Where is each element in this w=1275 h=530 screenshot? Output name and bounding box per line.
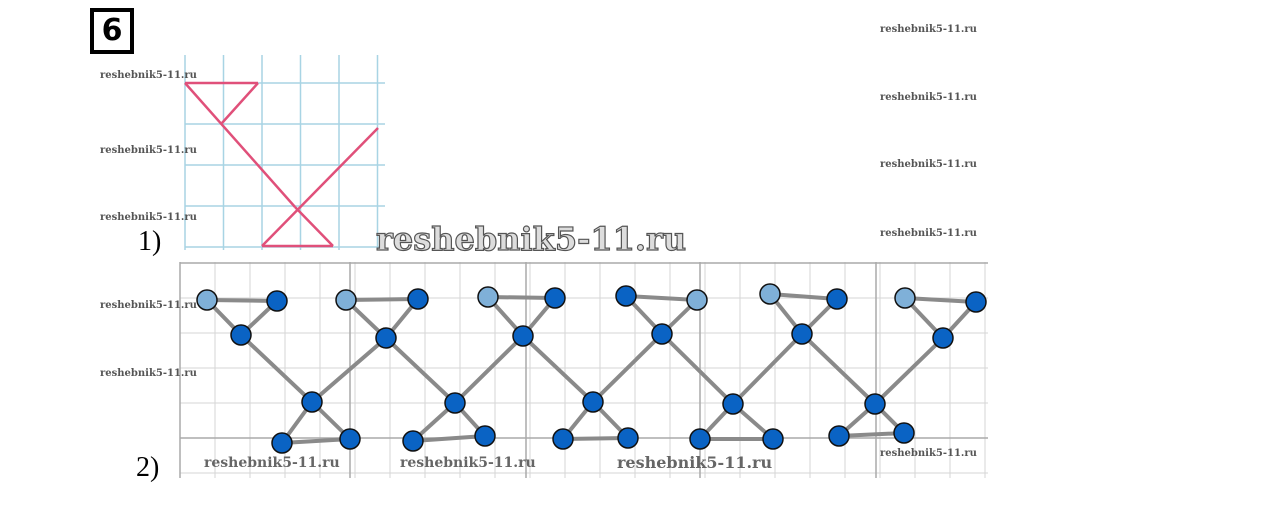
watermark: reshebnik5-11.ru xyxy=(880,159,977,170)
node xyxy=(722,393,744,415)
node xyxy=(402,430,424,452)
node xyxy=(266,290,288,312)
nodes xyxy=(196,283,987,454)
watermark: reshebnik5-11.ru xyxy=(880,24,977,35)
watermark: reshebnik5-11.ru xyxy=(100,145,197,156)
node xyxy=(474,425,496,447)
node xyxy=(407,288,429,310)
node-chain-grid xyxy=(179,262,988,478)
link-line xyxy=(561,436,630,441)
node xyxy=(826,288,848,310)
watermark: reshebnik5-11.ru xyxy=(400,455,536,471)
watermark: reshebnik5-11.ru xyxy=(617,453,773,472)
node xyxy=(617,427,639,449)
link-line xyxy=(591,332,664,404)
node xyxy=(893,422,915,444)
node xyxy=(791,323,813,345)
link-line xyxy=(411,434,487,443)
node xyxy=(651,323,673,345)
node xyxy=(762,428,784,450)
node xyxy=(271,432,293,454)
node xyxy=(552,428,574,450)
watermark: reshebnik5-11.ru xyxy=(100,300,197,311)
node xyxy=(932,327,954,349)
link-line xyxy=(205,298,279,303)
node xyxy=(544,287,566,309)
node xyxy=(759,283,781,305)
sample-pattern-grid xyxy=(184,55,385,250)
node xyxy=(864,393,886,415)
link-line xyxy=(731,332,804,406)
node xyxy=(894,287,916,309)
task-number-box: 6 xyxy=(90,8,134,54)
node xyxy=(686,289,708,311)
node xyxy=(335,289,357,311)
node xyxy=(375,327,397,349)
link-line xyxy=(239,333,314,404)
link-line xyxy=(660,332,735,406)
node xyxy=(689,428,711,450)
node xyxy=(196,289,218,311)
link-line xyxy=(453,334,525,405)
node xyxy=(477,286,499,308)
node xyxy=(444,392,466,414)
watermark: reshebnik5-11.ru xyxy=(100,212,197,223)
link-line xyxy=(384,336,457,405)
link-line xyxy=(873,336,945,406)
node xyxy=(339,428,361,450)
link-line xyxy=(768,292,839,301)
node xyxy=(230,324,252,346)
watermark: reshebnik5-11.ru xyxy=(880,92,977,103)
link-line xyxy=(280,437,352,445)
watermark: reshebnik5-11.ru xyxy=(100,368,197,379)
link-line xyxy=(624,294,699,302)
node xyxy=(301,391,323,413)
part-label-1: 1) xyxy=(138,226,162,257)
link-line xyxy=(344,297,420,302)
pattern-segment xyxy=(184,82,296,208)
link-line xyxy=(903,296,978,304)
node xyxy=(965,291,987,313)
node xyxy=(582,391,604,413)
pattern-segment xyxy=(221,82,259,124)
part-label-2: 2) xyxy=(136,452,160,483)
pattern-segment xyxy=(294,206,334,247)
link-line xyxy=(486,295,557,300)
link-line xyxy=(521,334,595,404)
pattern-segment xyxy=(261,127,379,247)
node xyxy=(828,425,850,447)
link-line xyxy=(837,431,906,438)
link-line xyxy=(310,336,388,404)
link-line xyxy=(800,332,877,406)
node xyxy=(512,325,534,347)
node xyxy=(615,285,637,307)
watermark-large: reshebnik5-11.ru xyxy=(375,219,687,258)
watermark: reshebnik5-11.ru xyxy=(880,448,977,459)
watermark: reshebnik5-11.ru xyxy=(100,70,197,81)
watermark: reshebnik5-11.ru xyxy=(880,228,977,239)
watermark: reshebnik5-11.ru xyxy=(204,455,340,471)
